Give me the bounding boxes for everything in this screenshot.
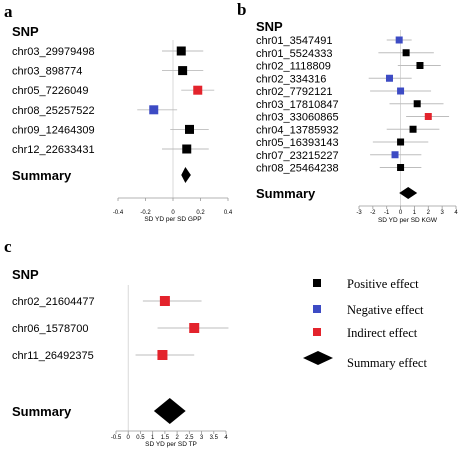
panel-c-tick-label: 2: [175, 435, 179, 441]
panel-b-tick-label: 1: [413, 210, 417, 216]
panel-a-x-axis-label: SD YD per SD GPP: [144, 216, 201, 223]
panel-c-summary-diamond: [153, 398, 186, 424]
panel-a-snp-label: chr08_25257522: [12, 105, 95, 117]
panel-c-point-estimate: [157, 350, 168, 360]
panel-a-summary-diamond: [181, 167, 191, 183]
panel-a-point-estimate: [178, 66, 188, 76]
panel-b-summary-diamond: [399, 187, 418, 199]
panel-b-snp-label: chr07_23215227: [256, 150, 339, 162]
panel-b-tick-label: 3: [440, 210, 444, 216]
panel-c-x-axis-label: SD YD per SD TP: [145, 441, 197, 448]
panel-c-tick-label: 0.5: [136, 435, 145, 441]
panel-b-tick-label: 4: [454, 210, 458, 216]
panel-a-point-estimate: [182, 144, 192, 154]
panel-b-point-estimate: [416, 62, 424, 69]
panel-b-point-estimate: [413, 100, 421, 108]
panel-b-point-estimate: [397, 138, 405, 146]
panel-a-tick-label: -0.4: [113, 210, 124, 216]
legend-marker-positive: [313, 279, 321, 287]
panel-a-snp-label: chr12_22633431: [12, 144, 95, 156]
panel-b-point-estimate: [395, 36, 403, 44]
panel-b-tick-label: 2: [427, 210, 431, 216]
panel-b-header: SNP: [256, 19, 283, 34]
panel-a-header: SNP: [12, 24, 39, 39]
panel-b-point-estimate: [402, 49, 410, 57]
legend-label-positive: Positive effect: [347, 277, 419, 291]
legend: Positive effect Negative effect Indirect…: [303, 277, 427, 370]
panel-c-point-estimate: [159, 296, 170, 306]
panel-b-point-estimate: [424, 113, 432, 120]
panel-a-point-estimate: [185, 124, 194, 134]
panel-b-tick-label: -1: [384, 210, 390, 216]
panel-b-snp-label: chr04_13785932: [256, 124, 339, 136]
legend-label-indirect: Indirect effect: [347, 326, 418, 340]
panel-c-tick-label: 0: [127, 435, 131, 441]
panel-b-point-estimate: [385, 74, 393, 82]
panel-letter-a: a: [4, 2, 13, 21]
panel-c-header: SNP: [12, 267, 39, 282]
panel-a-tick-label: 0.2: [196, 210, 205, 216]
panel-a-tick-label: 0: [171, 210, 175, 216]
panel-c-point-estimate: [189, 323, 200, 333]
panel-b-tick-label: -2: [370, 210, 376, 216]
panel-a-snp-label: chr09_12464309: [12, 124, 95, 136]
panel-a-point-estimate: [176, 46, 186, 56]
panel-b-snp-label: chr08_25464238: [256, 163, 339, 175]
panel-c-snp-label: chr02_21604477: [12, 296, 95, 308]
panel-b-snp-label: chr03_33060865: [256, 112, 339, 124]
panel-c-tick-label: 4: [224, 435, 228, 441]
panel-c-tick-label: 3.5: [210, 435, 219, 441]
panel-b-snp-label: chr02_7792121: [256, 86, 332, 98]
panel-b-snp-label: chr03_17810847: [256, 99, 339, 111]
legend-label-summary: Summary effect: [347, 356, 427, 370]
panel-a-snp-label: chr03_29979498: [12, 46, 95, 58]
panel-b-point-estimate: [391, 151, 399, 159]
panel-a-tick-label: -0.2: [140, 210, 151, 216]
panel-c-tick-label: 1.5: [161, 435, 170, 441]
legend-marker-summary: [303, 351, 333, 365]
legend-marker-indirect: [313, 328, 321, 336]
panel-b-point-estimate: [397, 164, 405, 171]
panel-c-tick-label: -0.5: [111, 435, 122, 441]
panel-a-summary-label: Summary: [12, 168, 72, 183]
panel-b-tick-label: -3: [356, 210, 362, 216]
panel-a-forest-plot: -0.4 -0.2 0 0.2 0.4 SD YD per SD GPP chr03_299…: [12, 40, 233, 223]
panel-b-forest-plot: -3 -2 -1 0 1 2 3 4 SD YD per SD KGW chr01_3547491…: [256, 30, 458, 224]
panel-b-point-estimate: [409, 125, 417, 133]
panel-b-snp-label: chr02_334316: [256, 73, 326, 85]
panel-c-snp-label: chr11_26492375: [12, 350, 94, 362]
panel-c-summary-label: Summary: [12, 404, 72, 419]
panel-letter-c: c: [4, 237, 12, 256]
panel-a-point-estimate: [193, 85, 203, 95]
panel-c-forest-plot: -0.5 0 0.5 1 1.5 2 2.5 3 3.5 4 SD YD per SD TP chr0…: [12, 285, 229, 448]
panel-c-tick-label: 2.5: [185, 435, 194, 441]
panel-c-tick-label: 1: [151, 435, 155, 441]
panel-b-point-estimate: [397, 87, 405, 95]
panel-b-x-axis-label: SD YD per SD KGW: [378, 217, 438, 224]
panel-c-tick-label: 3: [200, 435, 204, 441]
panel-b-tick-label: 0: [399, 210, 403, 216]
panel-a-tick-label: 0.4: [224, 210, 233, 216]
panel-b-snp-label: chr02_1118809: [256, 61, 331, 73]
panel-a-point-estimate: [149, 105, 159, 115]
panel-a-snp-label: chr03_898774: [12, 66, 82, 78]
panel-b-snp-label: chr01_5524333: [256, 48, 332, 60]
legend-label-negative: Negative effect: [347, 303, 424, 317]
panel-b-snp-label: chr01_3547491: [256, 35, 332, 47]
panel-c-snp-label: chr06_1578700: [12, 323, 88, 335]
panel-letter-b: b: [237, 0, 246, 19]
legend-marker-negative: [313, 305, 321, 313]
panel-b-snp-label: chr05_16393143: [256, 137, 339, 149]
panel-a-snp-label: chr05_7226049: [12, 85, 88, 97]
panel-b-summary-label: Summary: [256, 186, 316, 201]
